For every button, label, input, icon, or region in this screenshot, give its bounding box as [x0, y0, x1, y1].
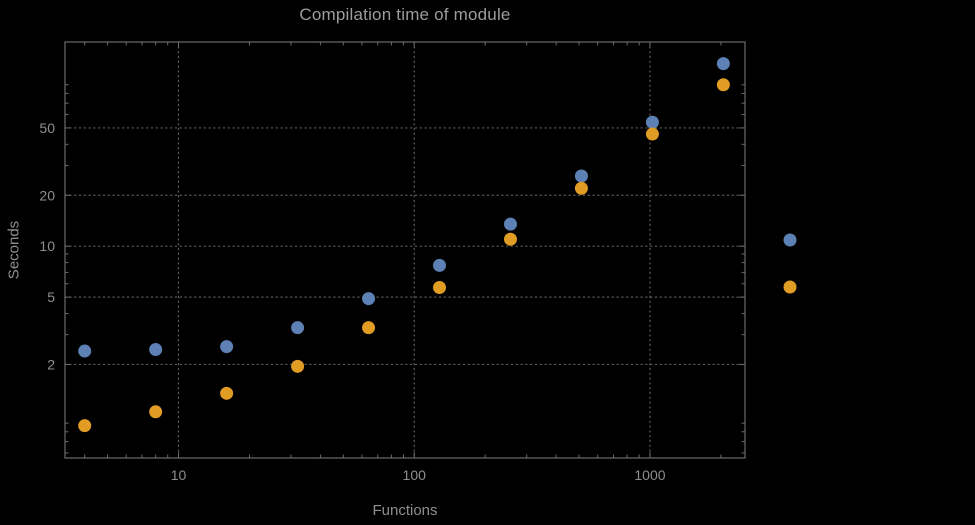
x-tick-label: 1000 [634, 467, 665, 483]
data-point-series-1-blue [362, 292, 376, 306]
data-point-series-2-orange [220, 386, 234, 400]
legend-marker-series-2-orange [783, 280, 797, 294]
data-point-series-1-blue [149, 343, 163, 357]
data-point-series-2-orange [291, 359, 305, 373]
data-point-series-1-blue [433, 258, 447, 272]
y-tick-label: 5 [47, 289, 55, 305]
data-point-series-1-blue [574, 169, 588, 183]
chart-title: Compilation time of module [299, 5, 511, 24]
x-axis-label: Functions [372, 502, 438, 519]
data-point-series-1-blue [291, 321, 305, 335]
data-point-series-2-orange [362, 321, 376, 335]
data-point-series-1-blue [78, 344, 92, 358]
y-tick-label: 20 [39, 187, 55, 203]
data-point-series-2-orange [716, 78, 730, 92]
y-tick-label: 2 [47, 356, 55, 372]
data-point-series-2-orange [433, 281, 447, 294]
x-tick-label: 100 [403, 467, 427, 483]
plot-frame [64, 41, 746, 459]
data-point-series-2-orange [78, 419, 92, 433]
data-point-series-1-blue [220, 340, 234, 354]
x-tick-label: 10 [171, 467, 187, 483]
data-point-series-2-orange [503, 232, 517, 246]
y-tick-label: 50 [39, 120, 55, 136]
data-point-series-2-orange [149, 405, 163, 419]
data-point-series-1-blue [503, 217, 517, 231]
data-point-series-2-orange [574, 181, 588, 195]
data-point-series-1-blue [645, 115, 659, 129]
legend-marker-series-1-blue [783, 233, 797, 247]
data-point-series-1-blue [716, 57, 730, 71]
y-tick-label: 10 [39, 238, 55, 254]
data-point-series-2-orange [645, 127, 659, 141]
